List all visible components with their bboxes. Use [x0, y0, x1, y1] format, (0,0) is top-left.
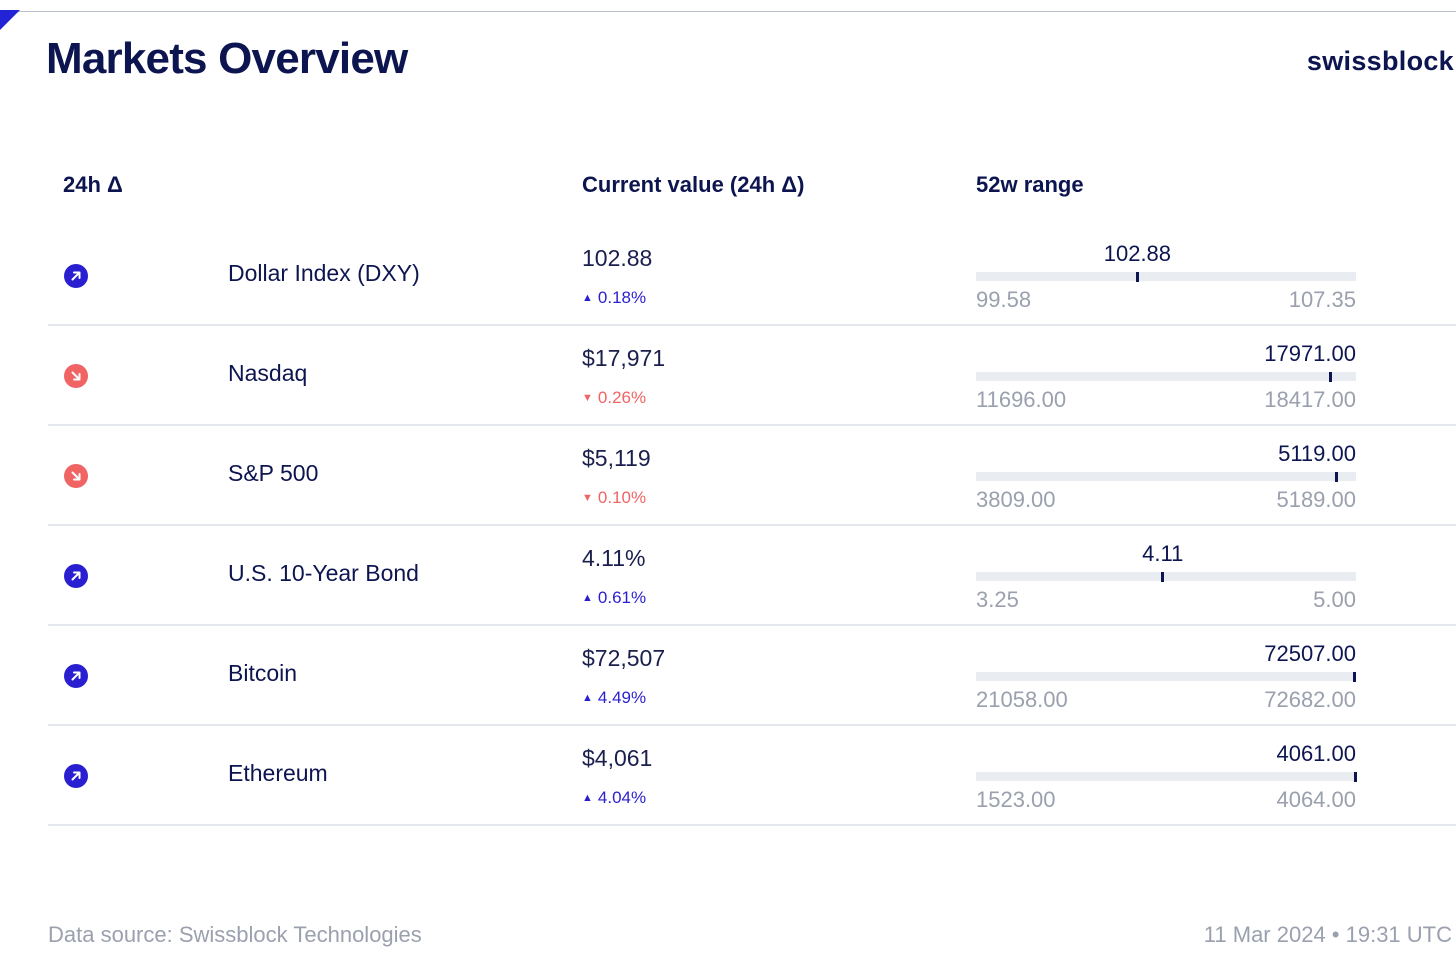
range-current-label: 72507.00 — [1264, 641, 1356, 666]
swissblock-logo: swissblock — [1306, 46, 1454, 76]
current-value: $5,119 — [582, 445, 651, 471]
range-marker — [1354, 772, 1358, 782]
range-track — [976, 772, 1356, 781]
top-rule — [0, 11, 1456, 12]
current-value: 102.88 — [582, 245, 653, 271]
triangle-up-icon: ▲ — [582, 792, 593, 804]
asset-name: S&P 500 — [228, 460, 319, 486]
triangle-down-icon: ▼ — [582, 492, 593, 504]
range-min-label: 1523.00 — [976, 787, 1056, 812]
current-value: $4,061 — [582, 745, 653, 771]
market-table: Dollar Index (DXY) 102.88 ▲ 0.18% 102.88 99.5… — [48, 226, 1456, 826]
range-max-label: 72682.00 — [1264, 687, 1356, 712]
change-value: 0.26% — [597, 388, 647, 407]
column-header-delta: 24h Δ — [63, 172, 123, 197]
range-track — [976, 372, 1356, 381]
arrow-up-right-icon — [64, 264, 88, 288]
range-current-label: 17971.00 — [1264, 341, 1356, 366]
change-value: 4.49% — [597, 688, 647, 707]
range-max-label: 4064.00 — [1276, 787, 1356, 812]
change-24h: ▲ 0.18% — [582, 288, 646, 308]
page-title: Markets Overview — [46, 34, 408, 83]
table-row: Nasdaq $17,971 ▼ 0.26% 17971.00 11696.00 18417… — [48, 326, 1456, 426]
range-min-label: 3.25 — [976, 587, 1019, 612]
change-value: 0.10% — [597, 488, 647, 507]
change-value: 0.61% — [597, 588, 647, 607]
change-24h: ▲ 0.61% — [582, 588, 646, 608]
arrow-down-right-icon — [64, 364, 88, 388]
range-track — [976, 472, 1356, 481]
range-current-label: 4.11 — [1142, 541, 1184, 566]
table-row: Bitcoin $72,507 ▲ 4.49% 72507.00 21058.00 7268… — [48, 626, 1456, 726]
current-value: 4.11% — [582, 545, 646, 571]
range-min-label: 99.58 — [976, 287, 1032, 312]
range-marker — [1135, 272, 1139, 282]
table-row: U.S. 10-Year Bond 4.11% ▲ 0.61% 4.11 3.25 5.00 — [48, 526, 1456, 626]
range-max-label: 5.00 — [1313, 587, 1356, 612]
range-marker — [1161, 572, 1165, 582]
asset-name: Nasdaq — [228, 360, 308, 386]
change-value: 4.04% — [597, 788, 647, 807]
corner-accent — [0, 10, 20, 30]
range-min-label: 3809.00 — [976, 487, 1056, 512]
change-24h: ▲ 4.04% — [582, 788, 646, 808]
triangle-up-icon: ▲ — [582, 592, 593, 604]
change-24h: ▼ 0.26% — [582, 388, 646, 408]
asset-name: Ethereum — [228, 760, 328, 786]
arrow-up-right-icon — [64, 764, 88, 788]
asset-name: U.S. 10-Year Bond — [228, 560, 419, 586]
change-value: 0.18% — [597, 288, 647, 307]
triangle-up-icon: ▲ — [582, 692, 593, 704]
data-source: Data source: Swissblock Technologies — [48, 922, 422, 947]
column-header-value: Current value (24h Δ) — [582, 172, 805, 197]
timestamp: 11 Mar 2024 • 19:31 UTC — [1203, 922, 1452, 947]
range-current-label: 4061.00 — [1276, 741, 1356, 766]
range-track — [976, 272, 1356, 281]
range-marker — [1353, 672, 1357, 682]
range-max-label: 5189.00 — [1276, 487, 1356, 512]
triangle-down-icon: ▼ — [582, 392, 593, 404]
column-header-range: 52w range — [976, 172, 1084, 197]
current-value: $17,971 — [582, 345, 666, 371]
asset-name: Bitcoin — [228, 660, 298, 686]
asset-name: Dollar Index (DXY) — [228, 260, 420, 286]
range-track — [976, 672, 1356, 681]
table-row: Dollar Index (DXY) 102.88 ▲ 0.18% 102.88 99.5… — [48, 226, 1456, 326]
table-row: Ethereum $4,061 ▲ 4.04% 4061.00 1523.00 4064.0… — [48, 726, 1456, 826]
range-current-label: 5119.00 — [1278, 441, 1356, 466]
arrow-up-right-icon — [64, 664, 88, 688]
range-track — [976, 572, 1356, 581]
range-max-label: 107.35 — [1288, 287, 1356, 312]
range-current-label: 102.88 — [1103, 241, 1172, 266]
range-min-label: 21058.00 — [976, 687, 1068, 712]
change-24h: ▼ 0.10% — [582, 488, 646, 508]
range-min-label: 11696.00 — [976, 387, 1067, 412]
range-marker — [1335, 472, 1339, 482]
arrow-up-right-icon — [64, 564, 88, 588]
table-row: S&P 500 $5,119 ▼ 0.10% 5119.00 3809.00 5189.00 — [48, 426, 1456, 526]
arrow-down-right-icon — [64, 464, 88, 488]
current-value: $72,507 — [582, 645, 666, 671]
change-24h: ▲ 4.49% — [582, 688, 646, 708]
range-max-label: 18417.00 — [1264, 387, 1356, 412]
range-marker — [1329, 372, 1333, 382]
triangle-up-icon: ▲ — [582, 292, 593, 304]
